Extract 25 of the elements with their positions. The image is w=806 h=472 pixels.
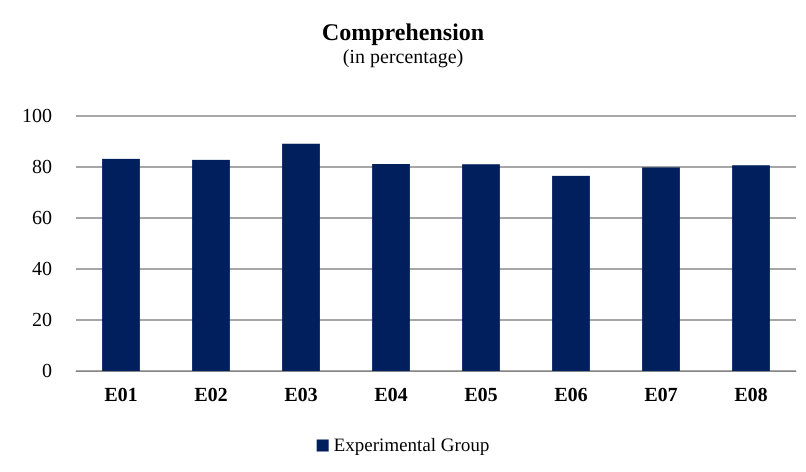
- bar: [282, 144, 320, 371]
- x-tick-label: E06: [554, 384, 588, 406]
- x-tick-label: E04: [374, 384, 408, 406]
- x-tick-label: E02: [194, 384, 228, 406]
- bar: [192, 160, 230, 371]
- legend-label: Experimental Group: [334, 435, 490, 456]
- x-tick-label: E07: [644, 384, 678, 406]
- y-tick-label: 20: [32, 309, 52, 331]
- chart-title: Comprehension: [322, 20, 484, 46]
- bar: [642, 168, 680, 371]
- x-tick-label: E01: [104, 384, 138, 406]
- bar: [462, 164, 500, 371]
- y-tick-label: 100: [22, 105, 52, 127]
- y-tick-label: 0: [42, 360, 52, 382]
- x-tick-label: E03: [284, 384, 318, 406]
- x-tick-label: E08: [734, 384, 768, 406]
- bar: [102, 158, 140, 371]
- bar: [372, 164, 410, 371]
- y-tick-label: 80: [32, 156, 52, 178]
- x-tick-label: E05: [464, 384, 498, 406]
- chart-subtitle: (in percentage): [342, 46, 464, 68]
- y-tick-label: 60: [32, 207, 52, 229]
- bar: [732, 165, 770, 371]
- bar: [552, 176, 590, 371]
- y-tick-label: 40: [32, 258, 52, 280]
